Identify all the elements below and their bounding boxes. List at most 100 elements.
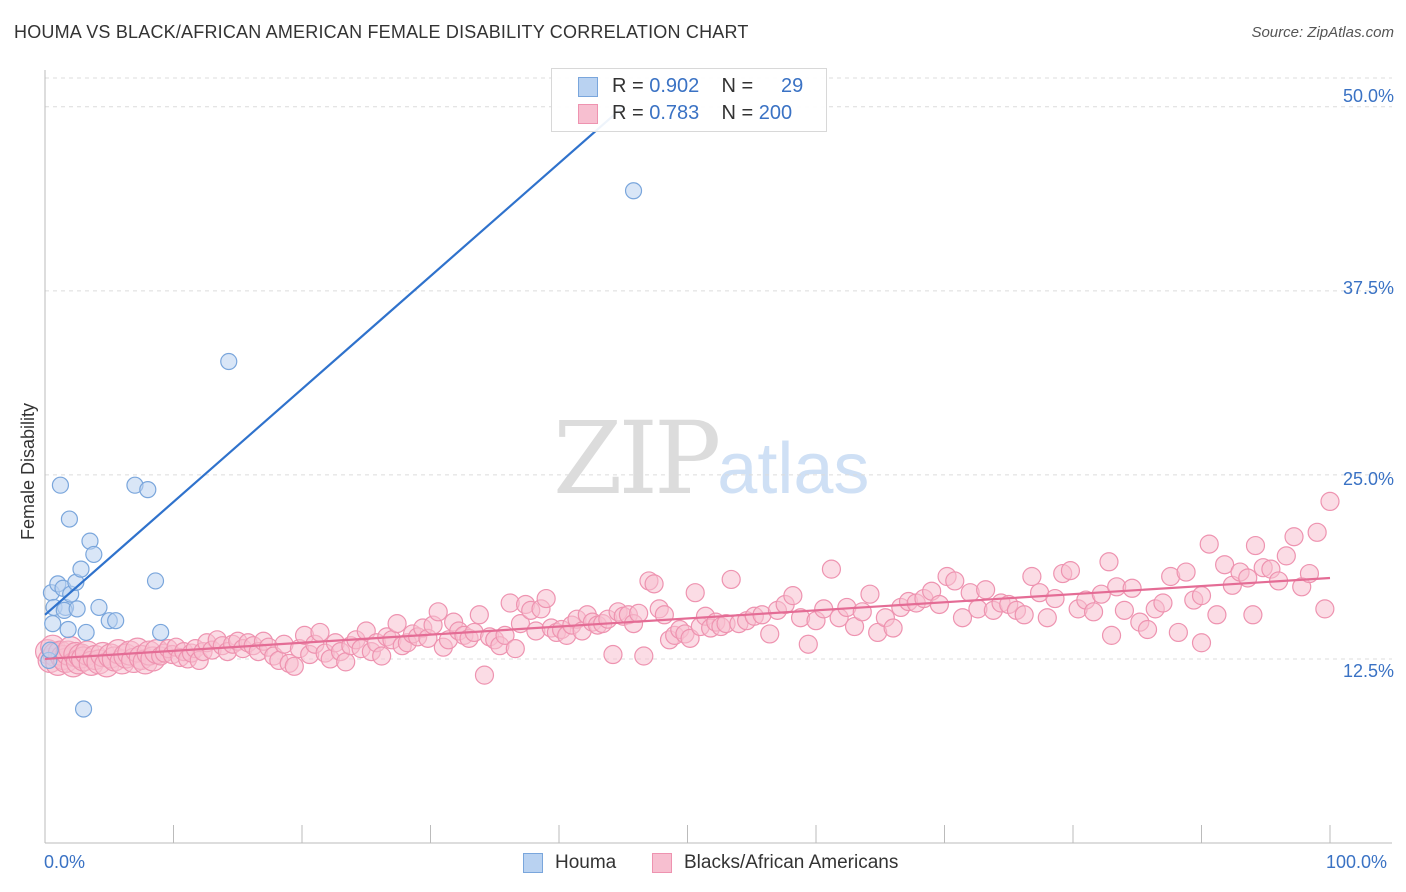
black-point	[929, 594, 949, 615]
black-point	[1153, 593, 1173, 613]
houma-n-label: N =	[721, 75, 754, 97]
y-tick-12-5: 12.5%	[1342, 661, 1394, 681]
chart-title: HOUMA VS BLACK/AFRICAN AMERICAN FEMALE D…	[14, 22, 749, 42]
black-legend-swatch	[652, 853, 672, 873]
black-point	[1045, 588, 1065, 609]
black-point	[685, 583, 705, 603]
houma-point	[60, 510, 79, 528]
houma-point	[85, 545, 103, 564]
black-point	[1091, 584, 1111, 604]
black-point	[860, 584, 880, 604]
houma-point	[220, 352, 238, 371]
watermark: ZIPatlas	[553, 400, 869, 517]
black-point	[474, 665, 495, 685]
black-point	[1114, 600, 1135, 620]
black-point	[1307, 522, 1327, 542]
black-point	[721, 569, 741, 590]
x-tick-0: 0.0%	[44, 852, 86, 872]
black-point	[760, 624, 780, 644]
houma-point	[68, 600, 86, 618]
black-trend-line	[44, 576, 1331, 661]
houma-r-value: 0.902	[649, 75, 700, 97]
houma-point	[74, 700, 93, 718]
houma-r-label: R =	[612, 75, 644, 97]
black-point	[852, 602, 872, 622]
black-point	[1122, 578, 1142, 598]
houma-trend-line	[44, 105, 624, 616]
houma-point	[152, 623, 170, 642]
black-point	[1099, 552, 1119, 572]
black-point	[310, 622, 330, 643]
black-point	[336, 652, 356, 672]
black-point	[284, 656, 304, 676]
houma-point	[90, 598, 108, 617]
houma-legend-swatch	[523, 853, 543, 873]
black-point	[945, 571, 965, 591]
black-point	[1137, 619, 1158, 640]
houma-point	[624, 182, 643, 200]
black-point	[536, 588, 556, 609]
y-tick-37-5: 37.5%	[1342, 278, 1394, 298]
black-point	[505, 639, 525, 659]
houma-point	[139, 481, 157, 499]
black-point	[1060, 561, 1081, 581]
black-r-value: 0.783	[649, 102, 700, 124]
houma-point	[146, 572, 165, 590]
black-point	[1215, 555, 1235, 575]
black-point	[1176, 562, 1196, 582]
black-legend-label: Blacks/African Americans	[684, 852, 899, 873]
correlation-legend: R = 0.902 N = 29 R = 0.783 N = 200	[551, 68, 827, 132]
black-point	[844, 616, 865, 637]
houma-n-value: 29	[781, 75, 804, 97]
black-point	[387, 614, 407, 634]
black-point	[1037, 608, 1057, 628]
watermark-zip: ZIP	[553, 400, 721, 517]
black-point	[1083, 602, 1104, 622]
black-point	[603, 644, 623, 665]
black-point	[1168, 622, 1188, 643]
black-n-value: 200	[758, 102, 793, 124]
houma-swatch	[578, 77, 598, 97]
watermark-atlas: atlas	[717, 429, 870, 509]
black-swatch	[578, 104, 598, 124]
black-point	[821, 559, 842, 579]
black-point	[952, 608, 973, 628]
black-point	[1191, 586, 1212, 606]
black-point	[1014, 605, 1034, 625]
black-point	[1101, 625, 1122, 645]
black-point	[1207, 605, 1227, 625]
houma-point	[44, 615, 62, 633]
black-n-label: N =	[721, 102, 754, 124]
black-point	[976, 580, 996, 600]
black-point	[428, 602, 448, 622]
black-point	[469, 605, 489, 625]
black-point	[1245, 535, 1266, 556]
y-tick-25: 25.0%	[1342, 469, 1394, 489]
black-point	[1191, 633, 1212, 653]
black-point	[1276, 546, 1296, 566]
houma-point	[51, 476, 70, 494]
black-point	[883, 618, 903, 638]
houma-point	[77, 623, 95, 642]
houma-point	[72, 560, 90, 578]
y-axis-title: Female Disability	[18, 402, 38, 540]
black-point	[1284, 527, 1304, 547]
black-point	[629, 603, 649, 623]
houma-point	[107, 612, 125, 630]
black-point	[1022, 566, 1042, 587]
black-point	[783, 586, 803, 606]
black-r-label: R =	[612, 102, 644, 124]
houma-point	[59, 620, 77, 639]
black-point	[1320, 491, 1340, 512]
black-point	[1199, 534, 1219, 554]
black-point	[798, 634, 818, 654]
source-label: Source: ZipAtlas.com	[1251, 24, 1394, 41]
y-tick-50: 50.0%	[1342, 86, 1394, 106]
houma-legend-label: Houma	[555, 852, 617, 873]
black-point	[634, 646, 654, 666]
black-point	[1315, 599, 1335, 619]
x-tick-100: 100.0%	[1326, 852, 1388, 872]
black-point	[372, 646, 392, 666]
black-point	[1243, 605, 1263, 625]
